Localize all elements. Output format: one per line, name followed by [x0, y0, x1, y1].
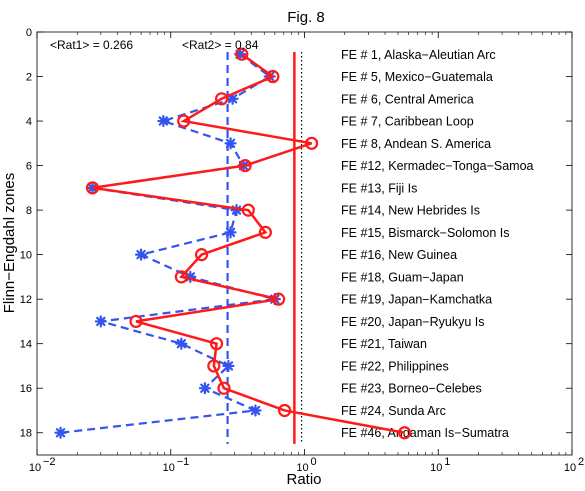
y-axis-title: Flinn−Engdahl zones	[1, 173, 18, 314]
zone-label: FE #22, Philippines	[341, 359, 449, 373]
data-point-asterisk	[54, 426, 67, 439]
zone-label: FE #23, Borneo−Celebes	[341, 382, 482, 396]
data-point-asterisk	[134, 248, 148, 261]
data-point-asterisk	[94, 315, 107, 328]
y-tick-label: 18	[20, 428, 32, 440]
data-point-asterisk	[249, 404, 262, 417]
annotation-rat2: <Rat2> = 0.84	[182, 38, 259, 52]
zone-labels: FE # 1, Alaska−Aleutian Arc FE # 5, Mexic…	[341, 48, 534, 440]
zone-label: FE # 5, Mexico−Guatemala	[341, 70, 493, 84]
zone-label: FE # 1, Alaska−Aleutian Arc	[341, 48, 496, 62]
data-point-asterisk	[157, 114, 170, 128]
x-tick-label-exponent: 2	[578, 456, 584, 468]
data-point-circle	[177, 114, 191, 128]
data-point-circle	[129, 314, 143, 329]
data-point-circle	[238, 158, 252, 173]
zone-label: FE #18, Guam−Japan	[341, 270, 464, 284]
asterisk-stroke	[96, 316, 106, 327]
data-point-circle	[209, 337, 224, 351]
asterisk-stroke	[225, 227, 236, 238]
zone-label: FE #13, Fiji Is	[341, 181, 417, 195]
data-point-circle	[271, 292, 286, 306]
data-point-circle	[258, 225, 272, 239]
annotation-rat1: <Rat1> = 0.266	[50, 38, 133, 52]
asterisk-stroke	[176, 338, 187, 349]
y-tick-label: 10	[20, 250, 32, 262]
asterisk-stroke	[225, 138, 236, 149]
y-tick-label: 16	[20, 383, 32, 395]
data-point-asterisk	[222, 359, 235, 373]
zone-label: FE #19, Japan−Kamchatka	[341, 293, 492, 307]
zone-label: FE # 6, Central America	[341, 92, 474, 106]
data-point-circle	[207, 359, 221, 373]
asterisk-stroke	[136, 249, 146, 260]
zone-label: FE # 8, Andean S. America	[341, 137, 491, 151]
data-point-asterisk	[198, 382, 211, 395]
x-axis-title: Ratio	[286, 471, 321, 488]
chart-title: Fig. 8	[287, 9, 325, 26]
x-tick-label-exponent: 1	[444, 456, 450, 468]
zone-label: FE #24, Sunda Arc	[341, 404, 446, 418]
asterisk-stroke	[200, 383, 210, 393]
zone-label: FE #21, Taiwan	[341, 337, 427, 351]
x-tick-label-exponent: −1	[177, 456, 190, 468]
data-point-asterisk	[224, 226, 237, 239]
zone-label: FE #14, New Hebrides Is	[341, 204, 480, 218]
zone-label: FE #20, Japan−Ryukyu Is	[341, 315, 484, 329]
series-line	[92, 53, 405, 434]
y-tick-label: 12	[20, 294, 32, 306]
x-tick-label: 10	[29, 462, 41, 474]
data-point-circle	[85, 181, 100, 195]
data-point-asterisk	[224, 137, 237, 150]
x-tick-label: 10	[564, 462, 576, 474]
asterisk-stroke	[227, 94, 238, 104]
y-tick-label: 8	[26, 205, 32, 217]
data-point-circle	[194, 248, 209, 262]
data-point-circle	[235, 47, 249, 61]
y-tick-label: 4	[26, 116, 32, 128]
y-tick-label: 14	[20, 339, 32, 351]
series-layer	[54, 47, 412, 444]
zone-label: FE #15, Bismarck−Solomon Is	[341, 226, 509, 240]
zone-label: FE #46, Andaman Is−Sumatra	[341, 426, 509, 440]
x-tick-label: 10	[296, 462, 308, 474]
y-tick-label: 0	[26, 27, 32, 39]
data-point-circle	[266, 69, 280, 84]
data-point-circle	[215, 92, 229, 106]
data-point-circle	[278, 403, 292, 418]
asterisk-stroke	[55, 428, 66, 438]
zone-label: FE # 7, Caribbean Loop	[341, 115, 474, 129]
y-tick-label: 6	[26, 161, 32, 173]
x-tick-label-exponent: 0	[311, 456, 317, 468]
data-point-asterisk	[175, 337, 188, 350]
data-point-circle	[174, 270, 188, 284]
x-tick-label: 10	[163, 462, 175, 474]
x-tick-label: 10	[430, 462, 442, 474]
asterisk-stroke	[158, 116, 169, 126]
asterisk-stroke	[250, 405, 261, 416]
data-point-circle	[241, 203, 255, 217]
data-point-circle	[304, 136, 319, 150]
data-point-circle	[397, 426, 412, 440]
x-tick-label-exponent: −2	[43, 456, 56, 468]
plot-area	[36, 31, 573, 456]
asterisk-stroke	[223, 361, 234, 371]
zone-label: FE #12, Kermadec−Tonga−Samoa	[341, 159, 534, 173]
zone-label: FE #16, New Guinea	[341, 248, 457, 262]
data-point-circle	[217, 381, 231, 395]
y-tick-label: 2	[26, 72, 32, 84]
